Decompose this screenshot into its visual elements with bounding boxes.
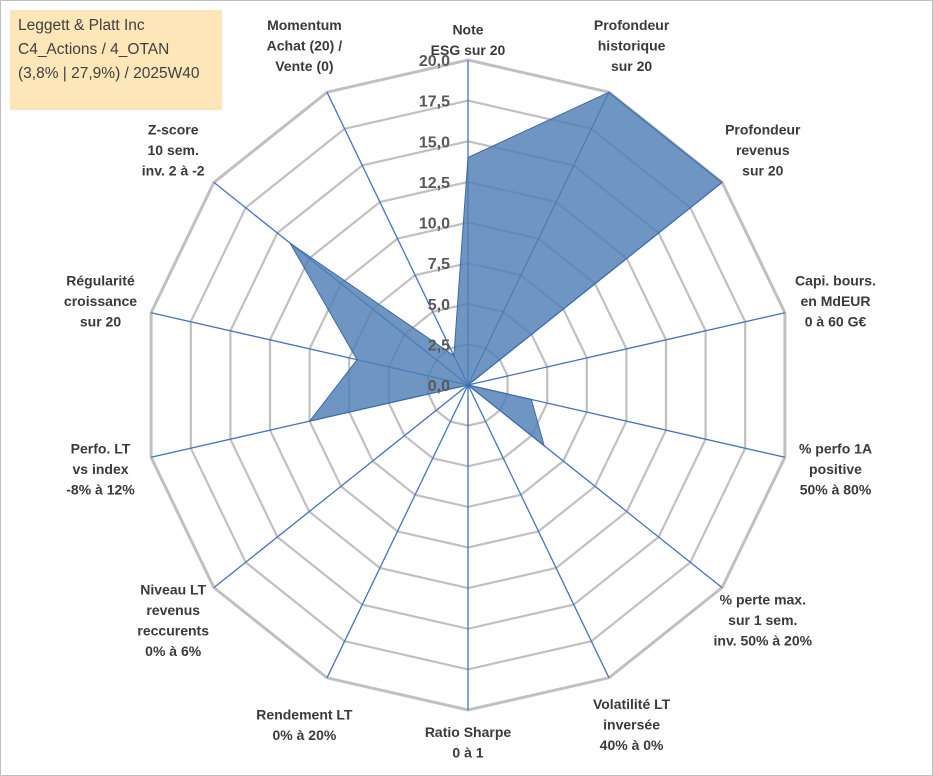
axis-label: Niveau LT revenus reccurents 0% à 6% bbox=[137, 581, 209, 659]
axis-label: Régularité croissance sur 20 bbox=[64, 273, 137, 330]
info-box: Leggett & Platt Inc C4_Actions / 4_OTAN … bbox=[10, 10, 222, 110]
axis-label: Profondeur revenus sur 20 bbox=[725, 121, 801, 178]
radial-tick-labels: 0,0 2,5 5,0 7,5 10,0 12,5 15,0 17,5 20,0 bbox=[419, 53, 450, 395]
axis-label: % perfo 1A positive 50% à 80% bbox=[799, 440, 872, 497]
axis-label: Ratio Sharpe 0 à 1 bbox=[425, 724, 512, 761]
axis-label: Rendement LT 0% à 20% bbox=[256, 706, 353, 743]
axis-label: Perfo. LT vs index -8% à 12% bbox=[66, 440, 135, 497]
tick-label: 17,5 bbox=[419, 94, 450, 111]
axis-spoke bbox=[326, 384, 469, 679]
axis-spoke bbox=[326, 91, 469, 386]
tick-label: 20,0 bbox=[419, 53, 450, 70]
series-area bbox=[289, 91, 723, 467]
axis-label: Volatilité LT inversée 40% à 0% bbox=[593, 696, 671, 753]
tick-label: 7,5 bbox=[428, 256, 450, 273]
tick-label: 10,0 bbox=[419, 216, 450, 233]
axis-spoke bbox=[467, 312, 786, 386]
axis-spoke bbox=[213, 384, 469, 589]
tick-label: 2,5 bbox=[428, 337, 450, 354]
tick-label: 5,0 bbox=[428, 297, 450, 314]
info-title: Leggett & Platt Inc bbox=[18, 17, 145, 34]
axis-label: Momentum Achat (20) / Vente (0) bbox=[267, 17, 343, 74]
axis-label: Profondeur historique sur 20 bbox=[594, 17, 670, 74]
axis-label: Z-score 10 sem. inv. 2 à -2 bbox=[142, 121, 205, 178]
axis-label: % perte max. sur 1 sem. inv. 50% à 20% bbox=[714, 592, 813, 649]
tick-label: 0,0 bbox=[428, 378, 450, 395]
info-period: (3,8% | 27,9%) / 2025W40 bbox=[18, 65, 200, 82]
axis-spoke bbox=[467, 384, 610, 679]
tick-label: 15,0 bbox=[419, 134, 450, 151]
axis-label: Capi. bours. en MdEUR 0 à 60 G€ bbox=[795, 273, 876, 330]
axis-label: Note ESG sur 20 bbox=[431, 22, 506, 59]
tick-label: 12,5 bbox=[419, 175, 450, 192]
axis-labels: Note ESG sur 20 Profondeur historique sur 20… bbox=[64, 17, 876, 761]
info-category: C4_Actions / 4_OTAN bbox=[18, 41, 170, 58]
